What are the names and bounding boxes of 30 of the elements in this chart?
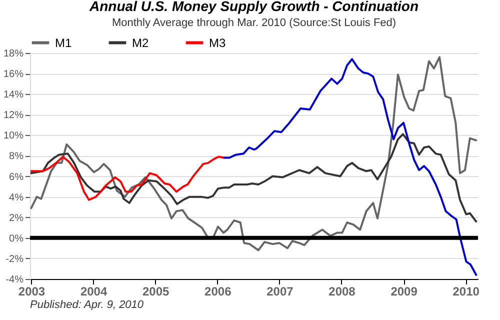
x-tick-label: 2007 [266,284,294,298]
y-tick-label: 8% [9,151,24,162]
x-tick-label: 2010 [452,284,480,298]
chart-title: Annual U.S. Money Supply Growth - Continuation [88,0,418,14]
y-tick-label: 12% [3,110,24,122]
y-tick-label: -4% [6,274,24,286]
legend-label: M3 [209,36,226,50]
chart-subtitle: Monthly Average through Mar. 2010 (Source:St Louis Fed) [112,17,396,29]
legend-label: M1 [55,36,72,50]
x-tick-label: 2009 [390,284,418,298]
x-tick-label: 2003 [18,284,46,298]
text: Published: Apr. 9, 2010 [30,299,144,311]
y-tick-label: 4% [9,192,24,204]
x-tick-label: 2004 [80,284,108,298]
y-tick-label: -2% [6,254,24,265]
line-series [30,56,478,252]
line-series [30,156,226,201]
y-tick-label: 2% [9,212,24,224]
legend-label: M2 [132,36,149,50]
y-tick-label: 0% [9,233,24,244]
y-tick-label: 6% [9,172,24,183]
line-series [30,133,478,222]
y-tick-label: 14% [3,90,24,101]
x-tick-label: 2006 [204,284,232,298]
x-tick-label: 2008 [328,284,356,298]
y-tick-label: 18% [3,48,24,60]
x-tick-label: 2005 [142,284,170,298]
y-tick-label: 10% [3,130,24,142]
y-tick-label: 16% [3,69,24,80]
line-series [223,58,478,276]
